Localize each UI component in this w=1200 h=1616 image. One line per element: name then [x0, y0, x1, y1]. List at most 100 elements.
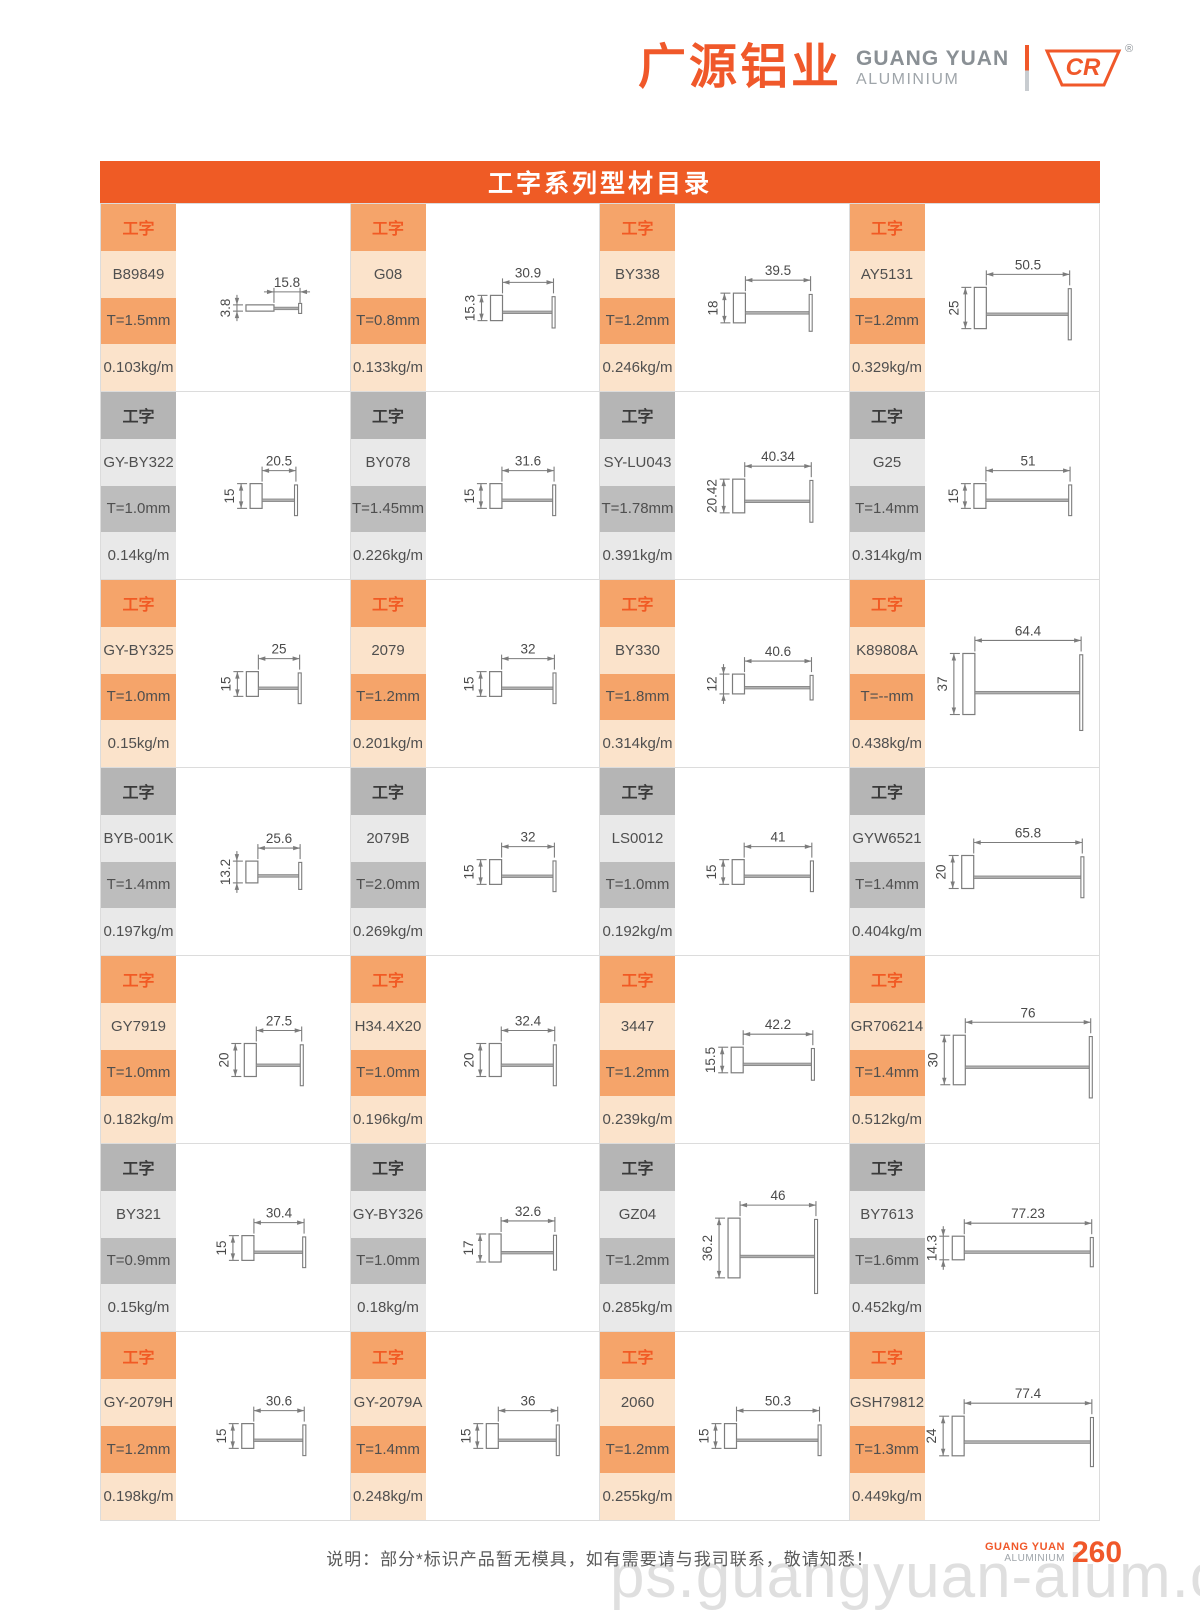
product-thickness: T=1.2mm: [600, 1426, 675, 1473]
product-thickness: T=1.2mm: [101, 1426, 176, 1473]
profile-diagram: 77.4 24: [925, 1332, 1100, 1520]
product-label-column: 工字 GR706214 T=1.4mm 0.512kg/m: [849, 956, 925, 1143]
product-weight: 0.103kg/m: [101, 344, 176, 391]
product-label-column: 工字 BY7613 T=1.6mm 0.452kg/m: [849, 1144, 925, 1331]
product-card: 工字 BY330 T=1.8mm 0.314kg/m 40.6 12: [600, 580, 850, 768]
product-thickness: T=--mm: [849, 673, 925, 721]
product-code: GY-BY322: [101, 438, 176, 486]
product-code: G25: [849, 438, 925, 486]
product-weight: 0.15kg/m: [101, 1284, 176, 1331]
watermark-text: ps.guangyuan-alum.com: [610, 1542, 1200, 1611]
series-title-bar: 工字系列型材目录: [100, 161, 1100, 203]
profile-drawing-icon: 20.5 15: [222, 453, 298, 516]
profile-diagram: 64.4 37: [925, 580, 1100, 767]
product-thickness: T=1.2mm: [849, 297, 925, 345]
profile-diagram: 65.8 20: [925, 768, 1100, 955]
product-label-column: 工字 GY-2079A T=1.4mm 0.248kg/m: [350, 1332, 426, 1520]
profile-diagram: 31.6 15: [426, 392, 600, 579]
product-code: GSH79812: [849, 1379, 925, 1426]
profile-drawing-icon: 77.4 24: [926, 1386, 1094, 1468]
product-card: 工字 SY-LU043 T=1.78mm 0.391kg/m 40.34 20.4…: [600, 392, 850, 580]
svg-text:25: 25: [946, 300, 961, 315]
svg-text:15: 15: [462, 864, 477, 879]
series-tag: 工字: [101, 204, 176, 251]
profile-drawing-icon: 65.8 20: [933, 825, 1085, 898]
svg-text:77.23: 77.23: [1011, 1206, 1045, 1221]
product-code: GR706214: [849, 1002, 925, 1050]
product-weight: 0.182kg/m: [101, 1096, 176, 1143]
series-tag: 工字: [350, 768, 426, 815]
series-tag: 工字: [849, 204, 925, 251]
svg-text:15: 15: [462, 488, 477, 503]
profile-diagram: 32.4 20: [426, 956, 600, 1143]
product-card: 工字 G08 T=0.8mm 0.133kg/m 30.9 15.3: [350, 204, 600, 392]
profile-drawing-icon: 25.6 13.2: [218, 831, 303, 893]
svg-text:32: 32: [521, 829, 536, 844]
product-label-column: 工字 BY338 T=1.2mm 0.246kg/m: [600, 204, 675, 391]
product-label-column: 工字 G25 T=1.4mm 0.314kg/m: [849, 392, 925, 579]
profile-drawing-icon: 36 15: [459, 1394, 561, 1457]
product-code: GZ04: [600, 1190, 675, 1238]
product-card: 工字 2079 T=1.2mm 0.201kg/m 32 15: [350, 580, 600, 768]
product-weight: 0.248kg/m: [350, 1473, 426, 1520]
product-label-column: 工字 BY321 T=0.9mm 0.15kg/m: [101, 1144, 176, 1331]
product-label-column: 工字 GYW6521 T=1.4mm 0.404kg/m: [849, 768, 925, 955]
product-card: 工字 3447 T=1.2mm 0.239kg/m 42.2 15.5: [600, 956, 850, 1144]
profile-diagram: 36 15: [426, 1332, 600, 1520]
series-tag: 工字: [849, 580, 925, 627]
product-thickness: T=1.4mm: [849, 861, 925, 909]
product-thickness: T=1.8mm: [600, 673, 675, 721]
svg-text:18: 18: [705, 300, 720, 315]
profile-drawing-icon: 50.5 25: [946, 257, 1072, 340]
series-tag: 工字: [101, 1144, 176, 1191]
product-label-column: 工字 GZ04 T=1.2mm 0.285kg/m: [600, 1144, 675, 1331]
page-number: 260: [1071, 1536, 1123, 1569]
series-tag: 工字: [101, 956, 176, 1003]
svg-text:37: 37: [935, 676, 950, 691]
profile-drawing-icon: 39.5 18: [705, 263, 813, 332]
product-thickness: T=1.0mm: [101, 1049, 176, 1097]
product-code: BY321: [101, 1190, 176, 1238]
product-code: 2060: [600, 1379, 675, 1426]
product-weight: 0.196kg/m: [350, 1096, 426, 1143]
footer-brand-line2: ALUMINIUM: [1004, 1553, 1065, 1565]
svg-text:15: 15: [214, 1428, 229, 1443]
product-thickness: T=1.4mm: [849, 485, 925, 533]
product-card: 工字 GY-BY325 T=1.0mm 0.15kg/m 25 15: [101, 580, 351, 768]
registered-mark: ®: [1125, 43, 1134, 55]
product-code: GY-2079A: [350, 1379, 426, 1426]
svg-text:36.2: 36.2: [700, 1234, 715, 1260]
product-thickness: T=1.0mm: [350, 1237, 426, 1285]
series-tag: 工字: [350, 204, 426, 251]
product-label-column: 工字 GY-BY325 T=1.0mm 0.15kg/m: [101, 580, 176, 767]
product-code: AY5131: [849, 250, 925, 298]
product-thickness: T=1.0mm: [101, 673, 176, 721]
product-weight: 0.226kg/m: [350, 532, 426, 579]
product-code: GY-BY325: [101, 626, 176, 674]
footer-brand: GUANG YUAN ALUMINIUM 260: [985, 1538, 1122, 1568]
cr-logo-letters: CR: [1066, 54, 1101, 81]
product-weight: 0.246kg/m: [600, 344, 675, 391]
profile-diagram: 15.8 3.8: [176, 204, 350, 391]
svg-text:15: 15: [459, 1428, 474, 1443]
series-tag: 工字: [101, 1332, 176, 1379]
product-weight: 0.449kg/m: [849, 1473, 925, 1520]
svg-text:30.4: 30.4: [266, 1205, 293, 1220]
product-label-column: 工字 SY-LU043 T=1.78mm 0.391kg/m: [600, 392, 675, 579]
profile-drawing-icon: 15.8 3.8: [218, 274, 310, 321]
svg-text:50.3: 50.3: [765, 1394, 791, 1409]
profile-drawing-icon: 30.9 15.3: [463, 265, 556, 329]
product-card: 工字 K89808A T=--mm 0.438kg/m 64.4 37: [849, 580, 1100, 768]
svg-text:24: 24: [926, 1428, 939, 1444]
product-code: BYB-001K: [101, 814, 176, 862]
product-label-column: 工字 2079 T=1.2mm 0.201kg/m: [350, 580, 426, 767]
svg-text:76: 76: [1020, 1005, 1035, 1020]
series-tag: 工字: [350, 1144, 426, 1191]
svg-text:46: 46: [770, 1188, 785, 1203]
series-tag: 工字: [849, 392, 925, 439]
svg-text:31.6: 31.6: [515, 453, 541, 468]
product-thickness: T=1.3mm: [849, 1426, 925, 1473]
svg-text:20: 20: [462, 1052, 477, 1067]
profile-drawing-icon: 40.6 12: [704, 644, 814, 704]
product-weight: 0.452kg/m: [849, 1284, 925, 1331]
